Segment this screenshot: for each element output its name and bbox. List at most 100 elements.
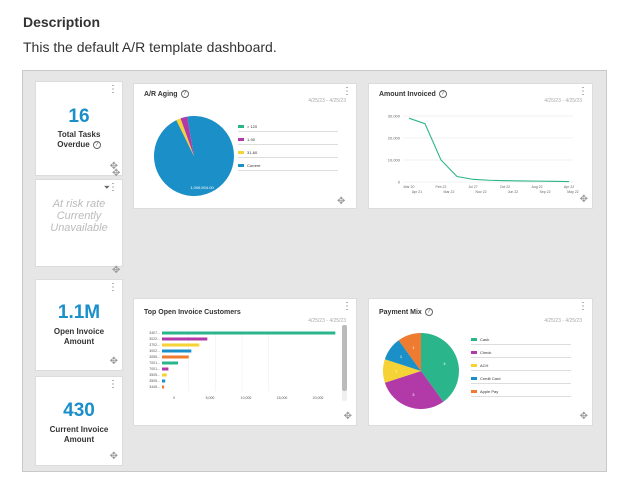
pie-slice-credit-card[interactable] [384, 340, 421, 371]
card-menu-icon[interactable]: ⋮ [108, 379, 118, 390]
legend-swatch [238, 138, 244, 141]
category-label: 3407... [149, 331, 160, 335]
legend-swatch [471, 364, 477, 367]
card-menu-icon[interactable]: ⋮ [108, 282, 118, 293]
category-label: 7001... [149, 361, 160, 365]
chart-card-amount-invoiced[interactable]: Amount Invoiced? 4/25/23 - 4/25/23 ⋮ 30,… [368, 83, 593, 209]
move-handle-icon[interactable]: ✥ [109, 161, 118, 172]
legend-label: Check [480, 350, 492, 355]
legend-divider [238, 131, 338, 132]
legend-item[interactable]: 1-90 [238, 137, 255, 142]
legend-divider [471, 344, 571, 345]
chart-scrollbar[interactable] [342, 325, 347, 401]
at-risk-line2: Currently [56, 210, 102, 222]
legend-item[interactable]: Credit Card [471, 376, 500, 381]
card-menu-icon[interactable]: ⋮ [342, 301, 352, 312]
legend-swatch [238, 164, 244, 167]
card-menu-icon[interactable]: ⋮ [578, 301, 588, 312]
move-handle-icon[interactable]: ✥ [337, 196, 346, 207]
legend-item[interactable]: Current [238, 163, 260, 168]
card-menu-icon[interactable]: ⋮ [342, 86, 352, 97]
chart-card-ar-aging[interactable]: A/R Aging? 4/25/23 - 4/25/23 ⋮ 1,006,504… [133, 83, 357, 209]
x-tick-label: Apr 21 [412, 190, 422, 194]
kpi-card-at-risk[interactable]: ⏷ ⋮ At risk rate Currently Unavailable [35, 179, 123, 267]
bar[interactable] [162, 337, 208, 341]
date-range: 4/25/23 - 4/25/23 [544, 98, 582, 104]
kpi-label-line1: Total Tasks [57, 130, 101, 139]
kpi-label-line2: Amount [63, 435, 95, 444]
x-tick-label: 20,000 [313, 396, 324, 400]
legend-divider [471, 370, 571, 371]
move-handle-icon[interactable]: ✥ [109, 356, 118, 367]
bar[interactable] [162, 385, 165, 389]
pie-slice-label: 4 [443, 361, 446, 366]
move-handle-icon[interactable]: ✥ [112, 168, 121, 179]
help-icon[interactable]: ? [438, 90, 447, 98]
kpi-card-open-invoice[interactable]: ⋮ 1.1M Open Invoice Amount ✥ [35, 279, 123, 371]
x-tick-label: Jul 27 [468, 185, 477, 189]
card-menu-icon[interactable]: ⋮ [578, 86, 588, 97]
x-tick-label: 15,000 [277, 396, 288, 400]
kpi-value: 1.1M [57, 302, 101, 323]
kpi-label: Open Invoice Amount [36, 327, 122, 347]
chart-scrollbar-thumb[interactable] [342, 325, 347, 391]
card-menu-icon[interactable]: ⋮ [108, 182, 118, 193]
filter-icon[interactable]: ⏷ [103, 183, 110, 192]
pie-slice-label: 1 [395, 369, 398, 374]
legend-label: Credit Card [480, 376, 501, 381]
bar[interactable] [162, 355, 189, 359]
move-handle-icon[interactable]: ✥ [343, 411, 352, 422]
kpi-label-line2: Overdue? [36, 140, 122, 150]
kpi-card-tasks-overdue[interactable]: ⋮ 16 Total Tasks Overdue? ✥ [35, 81, 123, 176]
x-tick-label: Aug 22 [531, 185, 542, 189]
description-text: This the default A/R template dashboard. [23, 39, 277, 55]
move-handle-icon[interactable]: ✥ [109, 451, 118, 462]
x-tick-label: Nov 22 [475, 190, 486, 194]
bar[interactable] [162, 361, 178, 365]
legend-item[interactable]: Check [471, 350, 491, 355]
legend-item[interactable]: Cash [471, 337, 489, 342]
legend-item[interactable]: 31-60 [238, 150, 257, 155]
pie-slice-check[interactable] [384, 371, 444, 409]
move-handle-icon[interactable]: ✥ [579, 411, 588, 422]
help-icon[interactable]: ? [424, 308, 433, 316]
legend-item[interactable]: Apple Pay [471, 389, 498, 394]
category-label: 3505... [149, 373, 160, 377]
series-line[interactable] [408, 117, 570, 183]
dashboard-board: ⋮ 16 Total Tasks Overdue? ✥ ⏷ ⋮ At risk … [22, 70, 607, 472]
pie-slice-ach[interactable] [383, 359, 421, 383]
legend-item[interactable]: ACH [471, 363, 488, 368]
y-tick-label: 20,000 [388, 136, 401, 141]
pie-slice-cash[interactable] [421, 333, 459, 402]
help-icon[interactable]: ? [92, 140, 101, 149]
chart-card-payment-mix[interactable]: Payment Mix? 4/25/23 - 4/25/23 ⋮ 4 3 1 1 1 ✥… [368, 298, 593, 426]
card-menu-icon[interactable]: ⋮ [108, 84, 118, 95]
legend-divider [238, 170, 338, 171]
category-label: 7001... [149, 367, 160, 371]
pie-slice-apple-pay[interactable] [398, 333, 421, 371]
legend-swatch [471, 390, 477, 393]
bar[interactable] [162, 367, 169, 371]
x-tick-label: 10,000 [241, 396, 252, 400]
y-tick-label: 30,000 [388, 114, 401, 119]
bar[interactable] [162, 343, 200, 347]
legend-item[interactable]: > 120 [238, 124, 257, 129]
pie-slice-1-90[interactable] [180, 116, 194, 156]
bar[interactable] [162, 331, 336, 335]
bar[interactable] [162, 379, 166, 383]
legend-swatch [238, 151, 244, 154]
kpi-card-current-invoice[interactable]: ⋮ 430 Current Invoice Amount ✥ [35, 376, 123, 466]
move-handle-icon[interactable]: ✥ [579, 194, 588, 205]
category-label: 3505... [149, 379, 160, 383]
bar[interactable] [162, 349, 192, 353]
description-title: Description [23, 14, 101, 30]
kpi-label-line1: Current Invoice [49, 425, 109, 434]
chart-card-top-open-invoice-customers[interactable]: Top Open Invoice Customers 4/25/23 - 4/2… [133, 298, 357, 426]
bar[interactable] [162, 373, 167, 377]
move-handle-icon[interactable]: ✥ [112, 265, 121, 276]
at-risk-line3: Unavailable [50, 222, 108, 234]
help-icon[interactable]: ? [180, 90, 189, 98]
pie-slice-31-60[interactable] [176, 118, 194, 156]
x-tick-label: 0 [173, 396, 175, 400]
